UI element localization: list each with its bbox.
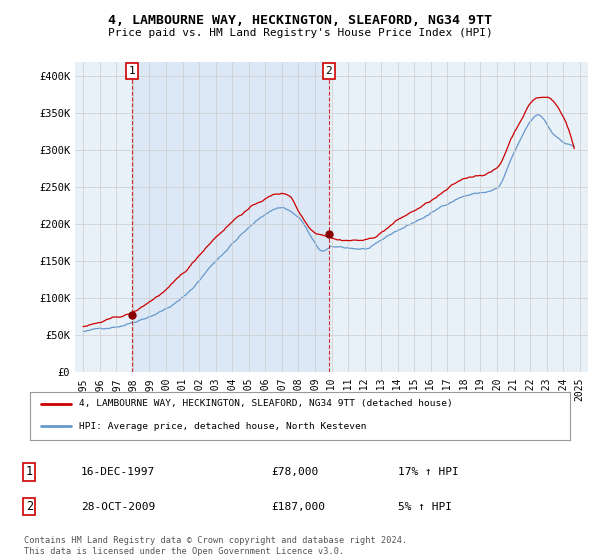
Text: Contains HM Land Registry data © Crown copyright and database right 2024.
This d: Contains HM Land Registry data © Crown c… [24, 536, 407, 556]
Text: 17% ↑ HPI: 17% ↑ HPI [398, 467, 458, 477]
Text: 4, LAMBOURNE WAY, HECKINGTON, SLEAFORD, NG34 9TT (detached house): 4, LAMBOURNE WAY, HECKINGTON, SLEAFORD, … [79, 399, 452, 408]
Text: 16-DEC-1997: 16-DEC-1997 [81, 467, 155, 477]
Text: 2: 2 [26, 500, 33, 513]
Text: 4, LAMBOURNE WAY, HECKINGTON, SLEAFORD, NG34 9TT: 4, LAMBOURNE WAY, HECKINGTON, SLEAFORD, … [108, 14, 492, 27]
Bar [132, 62, 329, 372]
Text: £78,000: £78,000 [271, 467, 319, 477]
Text: HPI: Average price, detached house, North Kesteven: HPI: Average price, detached house, Nort… [79, 422, 366, 431]
Text: 28-OCT-2009: 28-OCT-2009 [81, 502, 155, 511]
Text: £187,000: £187,000 [271, 502, 325, 511]
Text: 2: 2 [325, 66, 332, 76]
Text: Price paid vs. HM Land Registry's House Price Index (HPI): Price paid vs. HM Land Registry's House … [107, 28, 493, 38]
Text: 5% ↑ HPI: 5% ↑ HPI [398, 502, 452, 511]
Text: 1: 1 [26, 465, 33, 478]
Text: 1: 1 [129, 66, 136, 76]
